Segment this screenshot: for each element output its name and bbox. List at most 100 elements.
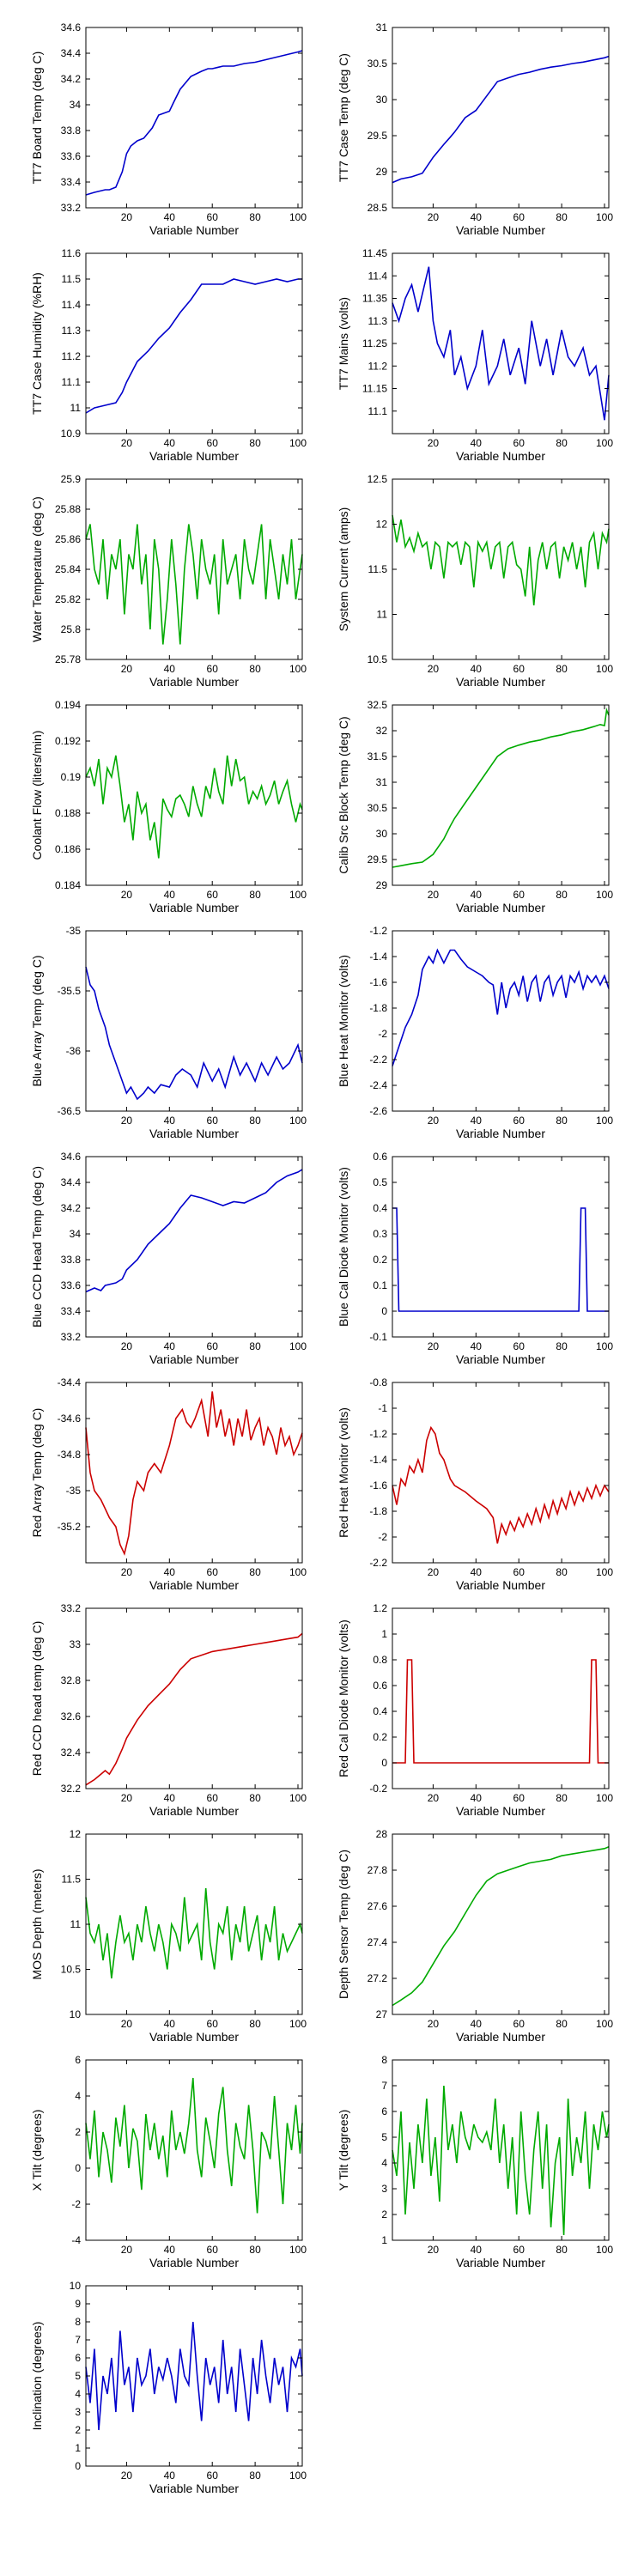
y-tick-label: 33.6 xyxy=(61,150,82,162)
x-tick-label: 80 xyxy=(556,1340,568,1352)
y-tick-label: 30 xyxy=(376,828,388,840)
x-tick-label: 20 xyxy=(428,211,440,223)
y-tick-label: 28 xyxy=(376,1828,388,1840)
y-tick-label: 11.2 xyxy=(368,360,388,372)
series-line xyxy=(85,278,302,414)
y-tick-label: 29 xyxy=(376,166,388,178)
y-tick-label: 7 xyxy=(381,2080,387,2092)
y-tick-label: 0.2 xyxy=(373,1731,387,1743)
y-axis-label: System Current (amps) xyxy=(337,507,350,632)
plot-frame xyxy=(392,1156,610,1338)
chart-panel: 11.1 11.15 11.2 11.25 11.3 11.35 11.4 11.45 20 40… xyxy=(337,247,613,463)
y-tick-label: 27 xyxy=(376,2008,388,2020)
x-tick-label: 60 xyxy=(513,889,526,901)
x-tick-label: 80 xyxy=(249,211,261,223)
x-tick-label: 100 xyxy=(289,437,307,449)
series-line xyxy=(392,707,610,868)
plot-frame xyxy=(392,1382,610,1564)
x-tick-label: 80 xyxy=(556,211,568,223)
x-tick-label: 80 xyxy=(556,1115,568,1127)
y-tick-label: 6 xyxy=(75,2054,81,2066)
x-axis-label: Variable Number xyxy=(456,2256,545,2269)
x-axis-label: Variable Number xyxy=(149,223,239,237)
x-tick-label: 80 xyxy=(556,437,568,449)
x-axis-label: Variable Number xyxy=(456,1804,545,1818)
x-tick-label: 20 xyxy=(428,1792,440,1804)
y-tick-label: 0.192 xyxy=(55,735,81,747)
y-tick-label: 33.4 xyxy=(61,1305,82,1317)
x-tick-label: 80 xyxy=(249,2018,261,2030)
x-axis-label: Variable Number xyxy=(149,1578,239,1592)
plot-frame xyxy=(85,930,303,1112)
x-axis-label: Variable Number xyxy=(149,675,239,689)
y-tick-label: -2 xyxy=(378,1028,387,1040)
y-tick-label: 10.5 xyxy=(61,1964,82,1976)
y-tick-label: 5 xyxy=(75,2370,81,2382)
series-line xyxy=(392,55,610,184)
x-tick-label: 100 xyxy=(289,2470,307,2482)
x-tick-label: 100 xyxy=(596,2244,613,2256)
x-tick-label: 100 xyxy=(289,663,307,675)
chart-panel: 28.5 29 29.5 30 30.5 31 20 40 60 80 100 Variable Nu… xyxy=(337,21,613,237)
chart-panel: 0 1 2 3 4 5 6 7 8 9 10 20 40 60 80 100 Variable Number In… xyxy=(30,2280,307,2495)
y-axis-label: Blue Array Temp (deg C) xyxy=(30,955,44,1086)
x-tick-label: 20 xyxy=(121,1340,133,1352)
x-tick-label: 20 xyxy=(428,2018,440,2030)
y-tick-label: -0.1 xyxy=(369,1331,387,1343)
y-axis-label: Blue CCD Head Temp (deg C) xyxy=(30,1166,44,1327)
x-tick-label: 100 xyxy=(289,211,307,223)
x-tick-label: 40 xyxy=(164,1792,176,1804)
y-tick-label: 11 xyxy=(377,609,388,621)
y-tick-label: 29.5 xyxy=(368,854,388,866)
x-tick-label: 80 xyxy=(556,2244,568,2256)
y-tick-label: 12.5 xyxy=(368,473,388,485)
y-axis-label: X Tilt (degrees) xyxy=(30,2110,44,2191)
series-line xyxy=(85,1391,303,1556)
x-tick-label: 20 xyxy=(428,1340,440,1352)
x-tick-label: 80 xyxy=(249,1792,261,1804)
y-tick-label: 33.4 xyxy=(61,176,82,188)
y-tick-label: 7 xyxy=(75,2334,81,2346)
y-tick-label: 11.4 xyxy=(368,270,388,282)
series-line xyxy=(392,1845,610,2007)
series-line xyxy=(392,1207,609,1312)
y-tick-label: 34 xyxy=(70,99,82,111)
x-tick-label: 40 xyxy=(471,2018,483,2030)
y-axis-label: MOS Depth (meters) xyxy=(30,1868,44,1979)
x-axis-label: Variable Number xyxy=(456,2030,545,2044)
x-tick-label: 60 xyxy=(513,437,526,449)
x-tick-label: 40 xyxy=(471,1566,483,1578)
y-tick-label: 29 xyxy=(376,879,388,891)
y-axis-label: Water Temperature (deg C) xyxy=(30,496,44,642)
y-tick-label: 0.184 xyxy=(55,879,81,891)
plot-frame xyxy=(392,252,610,434)
x-axis-label: Variable Number xyxy=(149,1352,239,1366)
y-axis-label: Red Heat Monitor (volts) xyxy=(337,1407,350,1538)
x-tick-label: 40 xyxy=(164,437,176,449)
y-tick-label: 33.6 xyxy=(61,1279,82,1291)
y-tick-label: 6 xyxy=(75,2352,81,2364)
x-tick-label: 80 xyxy=(249,1566,261,1578)
y-tick-label: 1 xyxy=(75,2442,81,2454)
x-axis-label: Variable Number xyxy=(456,223,545,237)
x-tick-label: 20 xyxy=(428,1115,440,1127)
y-tick-label: 0 xyxy=(381,1757,387,1769)
y-axis-label: Red Cal Diode Monitor (volts) xyxy=(337,1619,350,1777)
chart-panel: -2.2 -2 -1.8 -1.6 -1.4 -1.2 -1 -0.8 20 40 60 80 100 V… xyxy=(337,1376,613,1592)
y-tick-label: 27.6 xyxy=(368,1900,388,1912)
x-tick-label: 60 xyxy=(513,2018,526,2030)
y-tick-label: 11.5 xyxy=(62,273,82,285)
x-tick-label: 20 xyxy=(121,1115,133,1127)
x-tick-label: 40 xyxy=(164,1340,176,1352)
x-tick-label: 60 xyxy=(207,1115,219,1127)
y-axis-label: Blue Heat Monitor (volts) xyxy=(337,955,350,1087)
y-tick-label: -1.8 xyxy=(369,1505,387,1517)
x-tick-label: 80 xyxy=(556,663,568,675)
x-tick-label: 20 xyxy=(428,437,440,449)
x-tick-label: 60 xyxy=(207,1792,219,1804)
y-axis-label: Inclination (degrees) xyxy=(30,2322,44,2431)
x-tick-label: 40 xyxy=(164,211,176,223)
x-tick-label: 100 xyxy=(289,2018,307,2030)
x-tick-label: 60 xyxy=(513,1115,526,1127)
y-tick-label: 0.6 xyxy=(373,1151,387,1163)
